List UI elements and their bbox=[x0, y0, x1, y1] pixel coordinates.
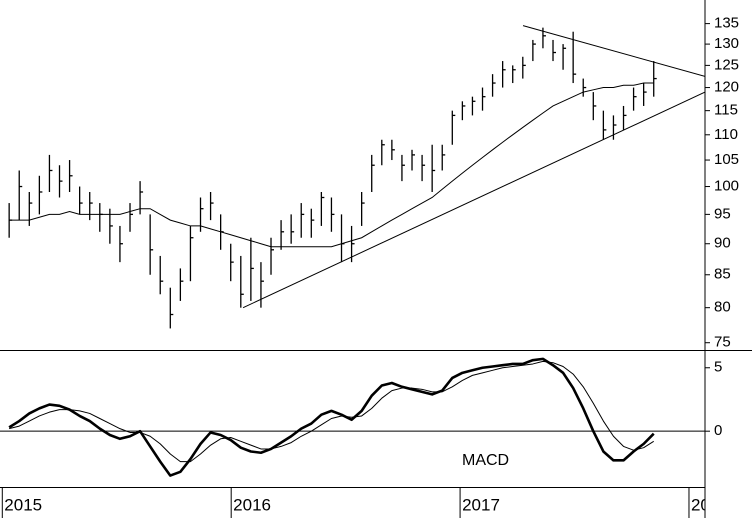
y-tick-label: 105 bbox=[714, 151, 739, 168]
x-tick-label: 2015 bbox=[4, 495, 42, 514]
y-tick-label: 130 bbox=[714, 35, 739, 52]
y-tick-label: 80 bbox=[714, 299, 731, 316]
y-tick-label: 100 bbox=[714, 178, 739, 195]
y-tick-label: 85 bbox=[714, 266, 731, 283]
y-tick-label: 110 bbox=[714, 126, 738, 143]
y-tick-label: 90 bbox=[714, 235, 731, 252]
y-tick-label: 125 bbox=[714, 56, 739, 73]
macd-line bbox=[8, 357, 655, 477]
moving-average bbox=[9, 82, 654, 248]
plot-area: 2015 2016 2017 2018 bbox=[0, 25, 729, 518]
y-tick-label: 75 bbox=[714, 334, 731, 351]
x-tick-label: 2016 bbox=[233, 495, 271, 514]
annotation: MACD bbox=[462, 452, 509, 469]
y-tick-label: 95 bbox=[714, 205, 731, 222]
trendline bbox=[242, 91, 705, 309]
y-tick-label: 5 bbox=[714, 359, 722, 376]
y-tick-label: 115 bbox=[714, 102, 738, 119]
x-tick-label: 2018 bbox=[691, 495, 729, 514]
x-tick-label: 2017 bbox=[462, 495, 500, 514]
signal-line bbox=[9, 360, 654, 463]
y-tick-label: 135 bbox=[714, 15, 739, 32]
y-tick-label: 0 bbox=[714, 422, 722, 439]
trendline bbox=[522, 25, 705, 77]
y-tick-label: 120 bbox=[714, 79, 739, 96]
